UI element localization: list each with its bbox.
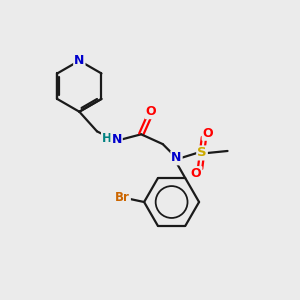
Text: O: O: [202, 127, 213, 140]
Text: N: N: [74, 54, 85, 67]
Text: N: N: [171, 152, 182, 164]
Text: N: N: [111, 133, 122, 146]
Text: O: O: [146, 105, 156, 118]
Text: O: O: [191, 167, 201, 180]
Text: S: S: [197, 146, 207, 159]
Text: H: H: [102, 132, 112, 145]
Text: Br: Br: [115, 190, 130, 204]
